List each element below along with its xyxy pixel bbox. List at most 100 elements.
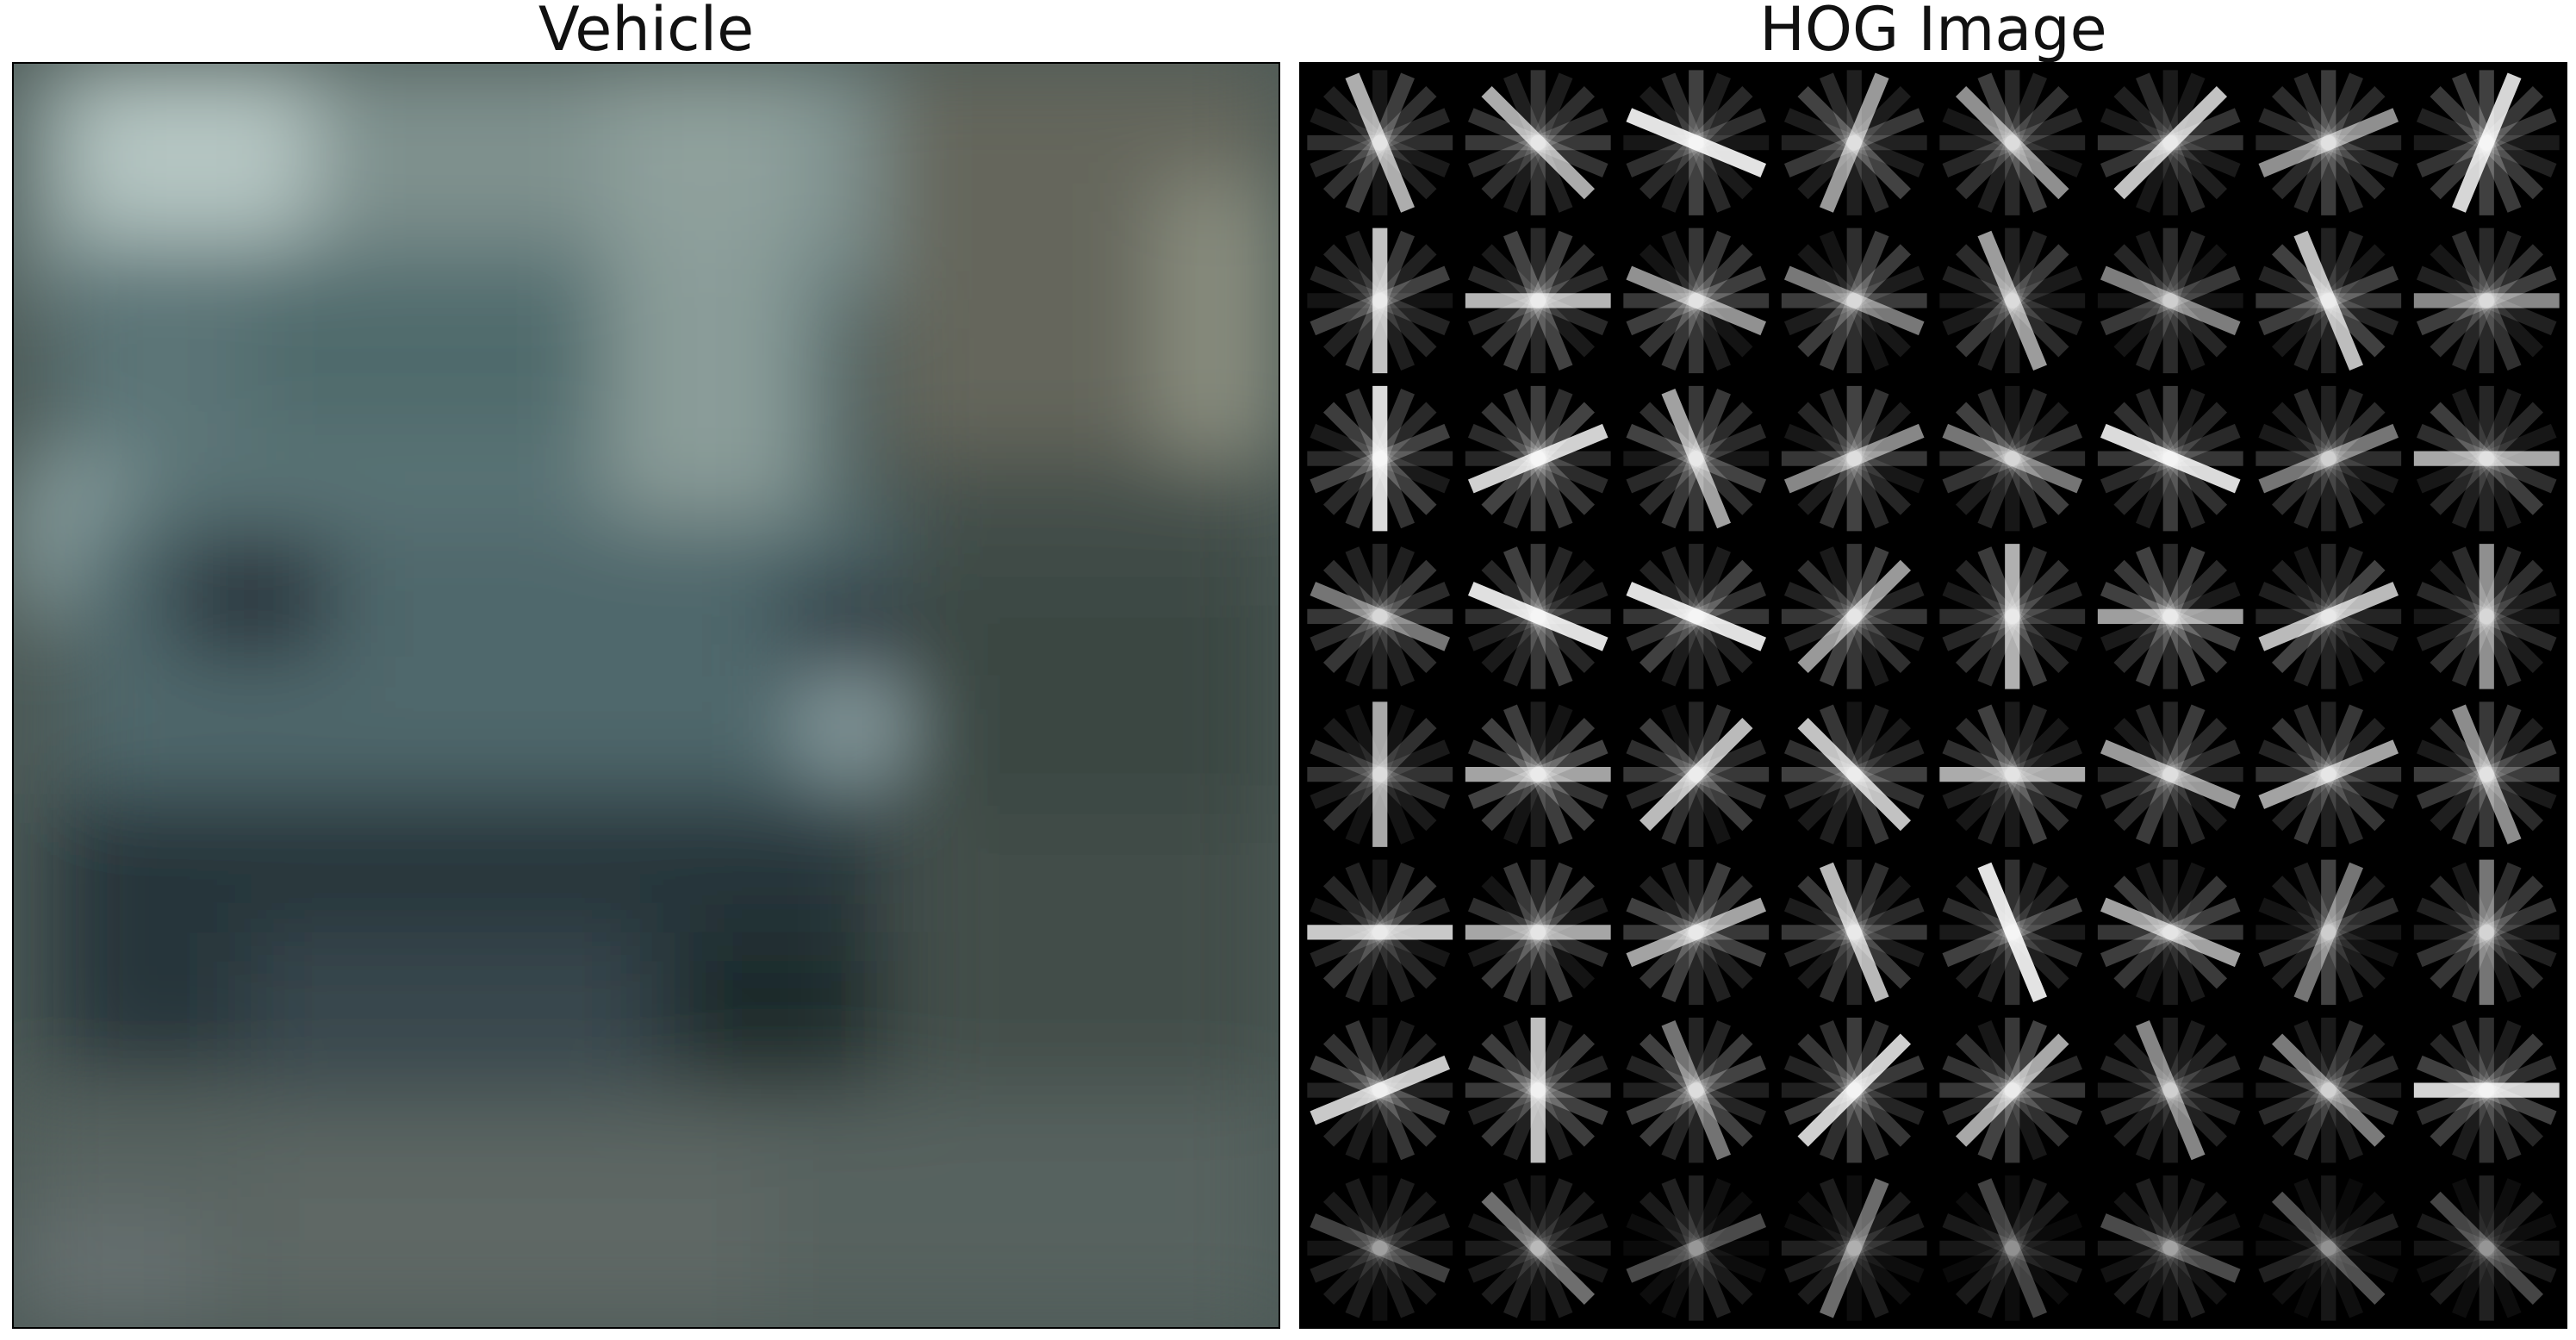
- hog-orientation-stroke: [1467, 108, 1608, 178]
- hog-orientation-stroke: [2416, 582, 2557, 651]
- hog-orientation-stroke: [1977, 388, 2047, 529]
- hog-orientation-stroke: [1661, 546, 1731, 687]
- hog-cell: [2413, 544, 2560, 689]
- hog-orientation-stroke: [1503, 1178, 1573, 1318]
- hog-orientation-stroke: [1783, 423, 1925, 494]
- hog-orientation-stroke: [2136, 546, 2206, 687]
- hog-orientation-stroke: [1820, 1178, 1889, 1318]
- hog-orientation-stroke: [1639, 559, 1753, 674]
- hog-orientation-stroke: [2430, 717, 2544, 832]
- hog-orientation-stroke: [2258, 1055, 2399, 1125]
- hog-orientation-stroke: [1626, 897, 1767, 968]
- hog-orientation-stroke: [1467, 265, 1608, 336]
- hog-orientation-stroke: [1481, 1191, 1596, 1306]
- hog-orientation-stroke: [1310, 582, 1451, 651]
- hog-orientation-stroke: [2113, 402, 2228, 515]
- hog-orientation-stroke: [1977, 230, 2047, 371]
- hog-orientation-stroke: [1626, 108, 1767, 178]
- hog-orientation-stroke: [1503, 862, 1573, 1003]
- hog-orientation-stroke: [1797, 85, 1912, 200]
- hog-orientation-stroke: [1942, 1213, 2083, 1283]
- hog-orientation-stroke: [1955, 1033, 2069, 1147]
- hog-orientation-stroke: [1977, 230, 2047, 371]
- hog-orientation-stroke: [1626, 108, 1767, 178]
- hog-orientation-stroke: [1467, 423, 1608, 494]
- hog-orientation-stroke: [1467, 1213, 1608, 1283]
- hog-orientation-stroke: [1503, 546, 1573, 687]
- hog-orientation-stroke: [1310, 108, 1451, 178]
- hog-cell: [1623, 1017, 1770, 1163]
- hog-orientation-stroke: [1797, 1191, 1912, 1306]
- hog-orientation-stroke: [2113, 85, 2228, 200]
- hog-orientation-stroke: [2452, 72, 2522, 213]
- hog-orientation-stroke: [2271, 1033, 2386, 1147]
- hog-orientation-stroke: [1503, 1019, 1573, 1161]
- hog-orientation-stroke: [1797, 559, 1912, 674]
- hog-orientation-stroke: [1661, 1178, 1731, 1318]
- hog-orientation-stroke: [2416, 897, 2557, 968]
- hog-orientation-stroke: [2430, 85, 2544, 200]
- hog-orientation-stroke: [1977, 862, 2047, 1003]
- hog-orientation-stroke: [2100, 897, 2241, 968]
- hog-orientation-stroke: [1467, 265, 1608, 336]
- hog-orientation-stroke: [2271, 402, 2386, 515]
- hog-cell: [1465, 385, 1611, 532]
- hog-orientation-stroke: [2136, 1178, 2206, 1318]
- hog-orientation-stroke: [2113, 402, 2228, 515]
- hog-cell: [1939, 385, 2086, 532]
- hog-orientation-stroke: [2271, 1033, 2386, 1147]
- hog-cell: [1307, 227, 1453, 374]
- hog-cell: [1307, 859, 1453, 1006]
- hog-orientation-stroke: [1503, 230, 1573, 371]
- hog-orientation-stroke: [1661, 1178, 1731, 1318]
- hog-orientation-stroke: [1661, 388, 1731, 529]
- hog-orientation-stroke: [2136, 862, 2206, 1003]
- hog-cell: [1939, 1175, 2086, 1321]
- hog-orientation-stroke: [1481, 717, 1596, 832]
- hog-cell: [2256, 544, 2402, 689]
- hog-cell: [2256, 859, 2402, 1006]
- hog-orientation-stroke: [2416, 1213, 2557, 1283]
- hog-orientation-stroke: [1977, 546, 2047, 687]
- hog-orientation-stroke: [2293, 1019, 2363, 1161]
- hog-orientation-stroke: [2293, 1178, 2363, 1318]
- hog-orientation-stroke: [2258, 265, 2399, 336]
- hog-orientation-stroke: [2293, 230, 2363, 371]
- hog-orientation-stroke: [1481, 717, 1596, 832]
- hog-orientation-stroke: [2452, 230, 2522, 371]
- hog-orientation-stroke: [1310, 423, 1451, 494]
- hog-cell: [2413, 227, 2560, 374]
- hog-orientation-stroke: [2258, 897, 2399, 968]
- hog-orientation-stroke: [2452, 546, 2522, 687]
- hog-orientation-stroke: [1783, 1213, 1925, 1283]
- hog-orientation-stroke: [1481, 1191, 1596, 1306]
- hog-cell: [1465, 70, 1611, 215]
- hog-orientation-stroke: [1783, 739, 1925, 809]
- hog-orientation-stroke: [2416, 897, 2557, 968]
- hog-orientation-stroke: [1820, 1178, 1889, 1318]
- hog-cell: [1781, 70, 1927, 215]
- hog-orientation-stroke: [2430, 244, 2544, 358]
- hog-cell: [1781, 227, 1927, 374]
- hog-orientation-stroke: [1661, 1019, 1731, 1161]
- hog-orientation-stroke: [2416, 739, 2557, 809]
- hog-orientation-stroke: [1503, 704, 1573, 845]
- hog-orientation-stroke: [1322, 244, 1437, 358]
- hog-orientation-stroke: [2100, 1213, 2241, 1283]
- hog-orientation-stroke: [1322, 559, 1437, 674]
- hog-orientation-stroke: [1639, 85, 1753, 200]
- hog-orientation-stroke: [2100, 265, 2241, 336]
- hog-orientation-stroke: [2293, 862, 2363, 1003]
- hog-orientation-stroke: [2452, 704, 2522, 845]
- hog-orientation-stroke: [1345, 704, 1415, 845]
- hog-orientation-stroke: [2452, 1019, 2522, 1161]
- hog-orientation-stroke: [2258, 1055, 2399, 1125]
- hog-orientation-stroke: [1942, 265, 2083, 336]
- hog-cell: [2413, 385, 2560, 532]
- hog-orientation-stroke: [1467, 897, 1608, 968]
- hog-orientation-stroke: [1467, 739, 1608, 809]
- hog-orientation-stroke: [2113, 876, 2228, 989]
- vehicle-photo-blur: [14, 64, 1279, 1327]
- hog-orientation-stroke: [1955, 402, 2069, 515]
- hog-cell: [1939, 544, 2086, 689]
